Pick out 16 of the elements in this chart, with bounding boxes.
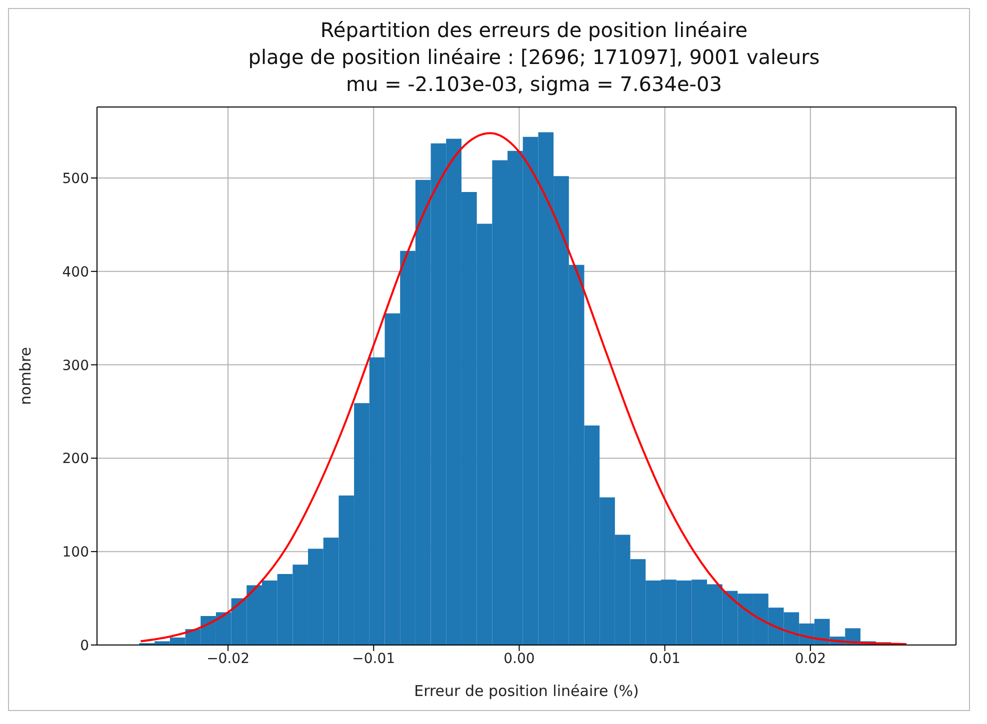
y-tick-label: 200 bbox=[62, 451, 89, 468]
x-tick-label: 0.00 bbox=[504, 650, 535, 667]
chart-subtitle: plage de position linéaire : [2696; 171097], 9001 valeurs mu = -2.103e-03, sigma = 7.634e-03 bbox=[247, 44, 821, 98]
x-tick-label: 0.01 bbox=[649, 650, 680, 667]
y-tick-label: 400 bbox=[62, 264, 89, 280]
x-tick-label: 0.02 bbox=[794, 650, 826, 667]
line-series bbox=[140, 132, 908, 645]
x-tick-label: −0.01 bbox=[352, 650, 396, 667]
chart-title: Répartition des erreurs de position linéaire bbox=[319, 17, 749, 44]
x-tick-label: −0.02 bbox=[206, 650, 250, 667]
x-axis-title: Erreur de position linéaire (%) bbox=[414, 682, 639, 700]
y-tick-label: 100 bbox=[62, 544, 89, 561]
y-tick-label: 0 bbox=[80, 638, 89, 654]
y-tick-label: 300 bbox=[62, 358, 89, 374]
y-axis-title: nombre bbox=[16, 347, 34, 405]
y-tick-label: 500 bbox=[62, 170, 89, 187]
